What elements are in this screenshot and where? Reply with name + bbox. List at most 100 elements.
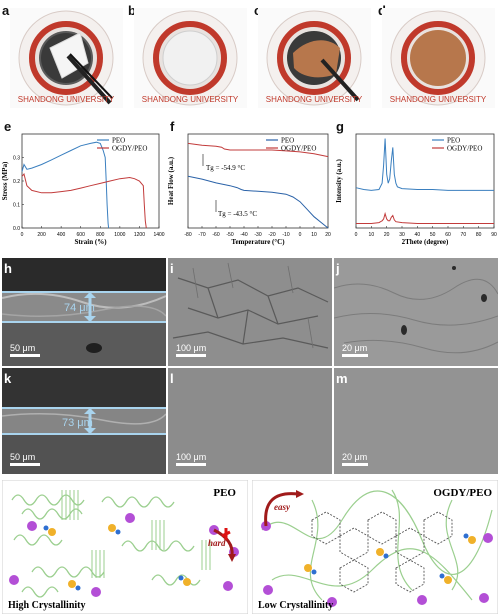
panel-label-k: k [4,371,12,386]
scalebar-i: 100 μm [176,343,206,353]
seal-text-c: SHANDONG UNIVERSITY [266,95,363,104]
legend-label-2: OGDY/PEO [281,145,316,153]
x-tick-label: -50 [226,232,233,238]
x-tick-label: 40 [415,232,421,238]
photo-c: SHANDONG UNIVERSITY [258,8,371,108]
x-tick-label: -10 [282,232,289,238]
schematic-n-title: PEO [213,487,236,499]
schematic-o-caption: Low Crystallinity [258,600,333,611]
y-tick-label: 0.0 [13,226,20,232]
x-tick-label: -60 [212,232,219,238]
chart-e: 0 200 400 600 800 1000 1200 1400 0.0 0.1 0.2 0.3 Str… [0,124,165,254]
seal-text-b: SHANDONG UNIVERSITY [142,95,239,104]
chart-g: 0 10 20 30 40 50 60 70 80 90 2Thete (degree) Intens… [334,124,500,254]
panel-label-f: f [170,119,175,134]
x-tick-label: -40 [240,232,247,238]
legend-label-2: OGDY/PEO [112,145,147,153]
photo-b: SHANDONG UNIVERSITY [134,8,247,108]
panel-label-m: m [336,371,348,386]
y-axis-label: Heat Flow (a.u.) [167,156,175,205]
panel-label-c: c [254,4,261,17]
series-line-1 [21,141,110,229]
schematic-o-title: OGDY/PEO [433,487,492,499]
x-tick-label: 0 [355,232,358,238]
thickness-label-h: 74 μm [64,302,95,314]
legend-label-2: OGDY/PEO [447,145,482,153]
easy-label: easy [274,502,291,512]
x-tick-label: 60 [445,232,451,238]
x-axis-label: Strain (%) [74,238,107,246]
x-tick-label: 10 [369,232,375,238]
schematic-o: easy OGDY/PEO Low Crystallinity [252,480,498,614]
x-tick-label: -20 [268,232,275,238]
photo-d: SHANDONG UNIVERSITY [382,8,495,108]
x-tick-label: 800 [96,232,105,238]
x-tick-label: -30 [254,232,261,238]
x-tick-label: 1200 [134,232,145,238]
x-tick-label: 1000 [114,232,125,238]
x-tick-label: 50 [430,232,436,238]
x-tick-label: 400 [57,232,66,238]
series-line-1 [187,175,329,229]
y-tick-label: 0.1 [13,203,20,209]
x-tick-label: 0 [299,232,302,238]
x-tick-label: 600 [77,232,86,238]
sem-image-h: 74 μm 50 μm [2,258,166,366]
panel-label-l: l [170,371,174,386]
x-tick-label: -80 [184,232,191,238]
panel-label-j: j [336,261,340,276]
tg-annotation-2: Tg = -43.5 °C [218,210,257,218]
y-tick-label: 0.3 [13,156,20,162]
y-axis-label: Stress (MPa) [1,161,9,200]
sem-image-m: 20 μm [334,368,498,474]
series-line-2 [187,142,329,158]
legend-label-1: PEO [281,137,294,145]
series-line-2 [356,211,494,224]
panel-label-h: h [4,261,12,276]
scalebar-l: 100 μm [176,452,206,462]
panel-label-e: e [4,119,12,134]
scalebar-h: 50 μm [10,343,35,353]
panel-label-d: d [378,4,386,17]
sem-image-k: 73 μm 50 μm [2,368,166,474]
sem-image-i: 100 μm [168,258,332,366]
x-tick-label: 90 [491,232,497,238]
x-tick-label: 70 [461,232,467,238]
panel-label-a: a [2,3,10,18]
series-line-1 [355,138,494,191]
thickness-label-k: 73 μm [62,417,93,429]
legend-label-1: PEO [112,137,125,145]
y-axis-label: Intensity (a.u.) [335,158,343,202]
x-tick-label: 0 [21,232,24,238]
x-axis-label: Temperature (°C) [231,238,285,246]
x-tick-label: 30 [399,232,405,238]
x-tick-label: 20 [384,232,390,238]
plot-frame [355,133,495,229]
x-tick-label: 200 [37,232,46,238]
chart-f: -80 -70 -60 -50 -40 -30 -20 -10 0 10 20 Temperature… [166,124,334,254]
x-tick-label: 1400 [153,232,164,238]
x-axis-label: 2Thete (degree) [402,238,449,246]
x-tick-label: 10 [311,232,317,238]
seal-text-a: SHANDONG UNIVERSITY [18,95,115,104]
y-tick-label: 0.2 [13,179,20,185]
photo-a: SHANDONG UNIVERSITY [10,8,123,108]
seal-text-d: SHANDONG UNIVERSITY [390,95,487,104]
x-tick-label: 20 [325,232,331,238]
sem-image-l: 100 μm [168,368,332,474]
schematic-n: hard PEO High Crystallinity [2,480,248,614]
scalebar-k: 50 μm [10,452,35,462]
schematic-n-caption: High Crystallinity [8,600,86,611]
scalebar-m: 20 μm [342,452,367,462]
panel-label-b: b [128,3,136,18]
sem-image-j: 20 μm [334,258,498,366]
x-tick-label: 80 [476,232,482,238]
x-tick-label: -70 [198,232,205,238]
legend-label-1: PEO [447,137,460,145]
series-line-2 [21,172,147,229]
panel-label-i: i [170,261,174,276]
scalebar-j: 20 μm [342,343,367,353]
tg-annotation-1: Tg = -54.9 °C [206,164,245,172]
hard-label: hard [208,538,226,548]
panel-label-g: g [336,119,344,134]
